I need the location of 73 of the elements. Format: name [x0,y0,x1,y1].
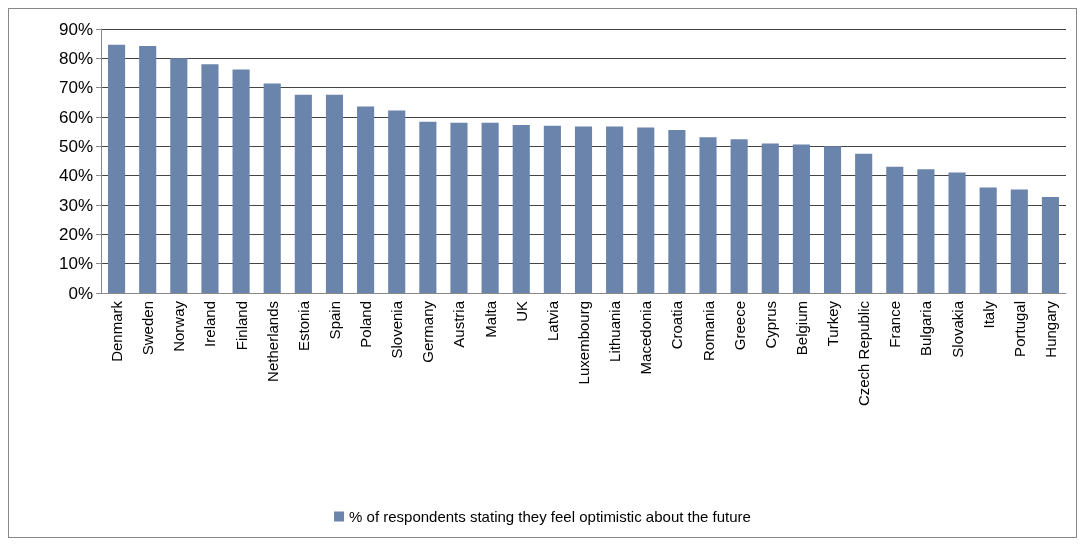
bar [170,58,188,293]
x-tick-label: Estonia [294,300,312,352]
x-tick-label: Netherlands [263,301,281,382]
x-tick-label: Finland [232,301,250,351]
bar [699,137,717,293]
bar [450,122,468,293]
bar [232,69,250,293]
bar [481,122,499,293]
bar [979,187,997,293]
bar [1041,197,1059,293]
y-tick-label: 30% [58,195,93,215]
bar [388,110,406,293]
bar [263,83,281,293]
x-tick-label: Sweden [139,301,157,356]
x-tick-label: Hungary [1041,300,1059,358]
x-tick-label: Italy [979,300,997,329]
bar [419,121,437,293]
y-tick-label: 60% [58,107,93,127]
x-tick-label: Ireland [201,301,219,347]
bar [294,94,312,293]
bar [357,106,375,293]
bar [917,169,935,293]
bar [574,126,593,293]
x-tick-label: Malta [481,300,499,338]
x-tick-label: Austria [450,300,468,348]
x-tick-label: Cyprus [761,301,779,349]
bar [823,146,842,293]
bar [855,153,873,293]
y-tick-label: 50% [58,136,93,156]
y-tick-label: 0% [68,283,93,303]
bar [761,143,779,293]
bar [792,144,810,293]
bar [948,172,966,293]
y-tick-label: 90% [58,19,93,39]
x-tick-label: Bulgaria [917,300,935,357]
y-tick-label: 40% [58,166,93,186]
x-tick-label: Slovakia [948,300,966,358]
x-tick-label: Latvia [543,300,561,342]
x-tick-label: UK [512,301,530,322]
x-tick-label: France [886,301,904,348]
x-tick-label: Croatia [668,300,686,350]
x-tick-label: Denmark [108,300,126,362]
x-tick-label: Poland [357,301,375,348]
x-tick-label: Germany [419,300,437,363]
bar [730,139,748,293]
x-tick-label: Czech Republic [855,300,873,407]
y-tick-label: 70% [58,78,93,98]
bar [325,94,344,293]
x-tick-label: Greece [730,301,748,351]
bar [139,46,157,293]
x-tick-label: Belgium [792,301,810,356]
x-tick-label: Lithuania [606,300,624,362]
bar [108,44,126,293]
y-tick-label: 20% [58,224,93,244]
bar [886,166,904,293]
x-tick-label: Turkey [824,300,842,347]
bar [606,126,624,293]
legend-label: % of respondents stating they feel optimistic about the future [349,508,751,525]
bar [668,129,686,293]
bar [512,124,530,293]
x-tick-label: Macedonia [637,300,655,375]
bar [1010,189,1028,293]
x-tick-label: Portugal [1010,301,1028,357]
x-tick-label: Spain [325,301,343,340]
x-tick-label: Slovenia [388,300,406,359]
bar [543,125,561,293]
x-tick-label: Romania [699,300,717,362]
x-tick-label: Luxembourg [575,301,592,385]
y-tick-label: 10% [58,254,93,274]
bar [637,127,655,293]
bar [201,64,219,293]
x-tick-label: Norway [170,300,188,352]
y-tick-label: 80% [58,48,93,68]
